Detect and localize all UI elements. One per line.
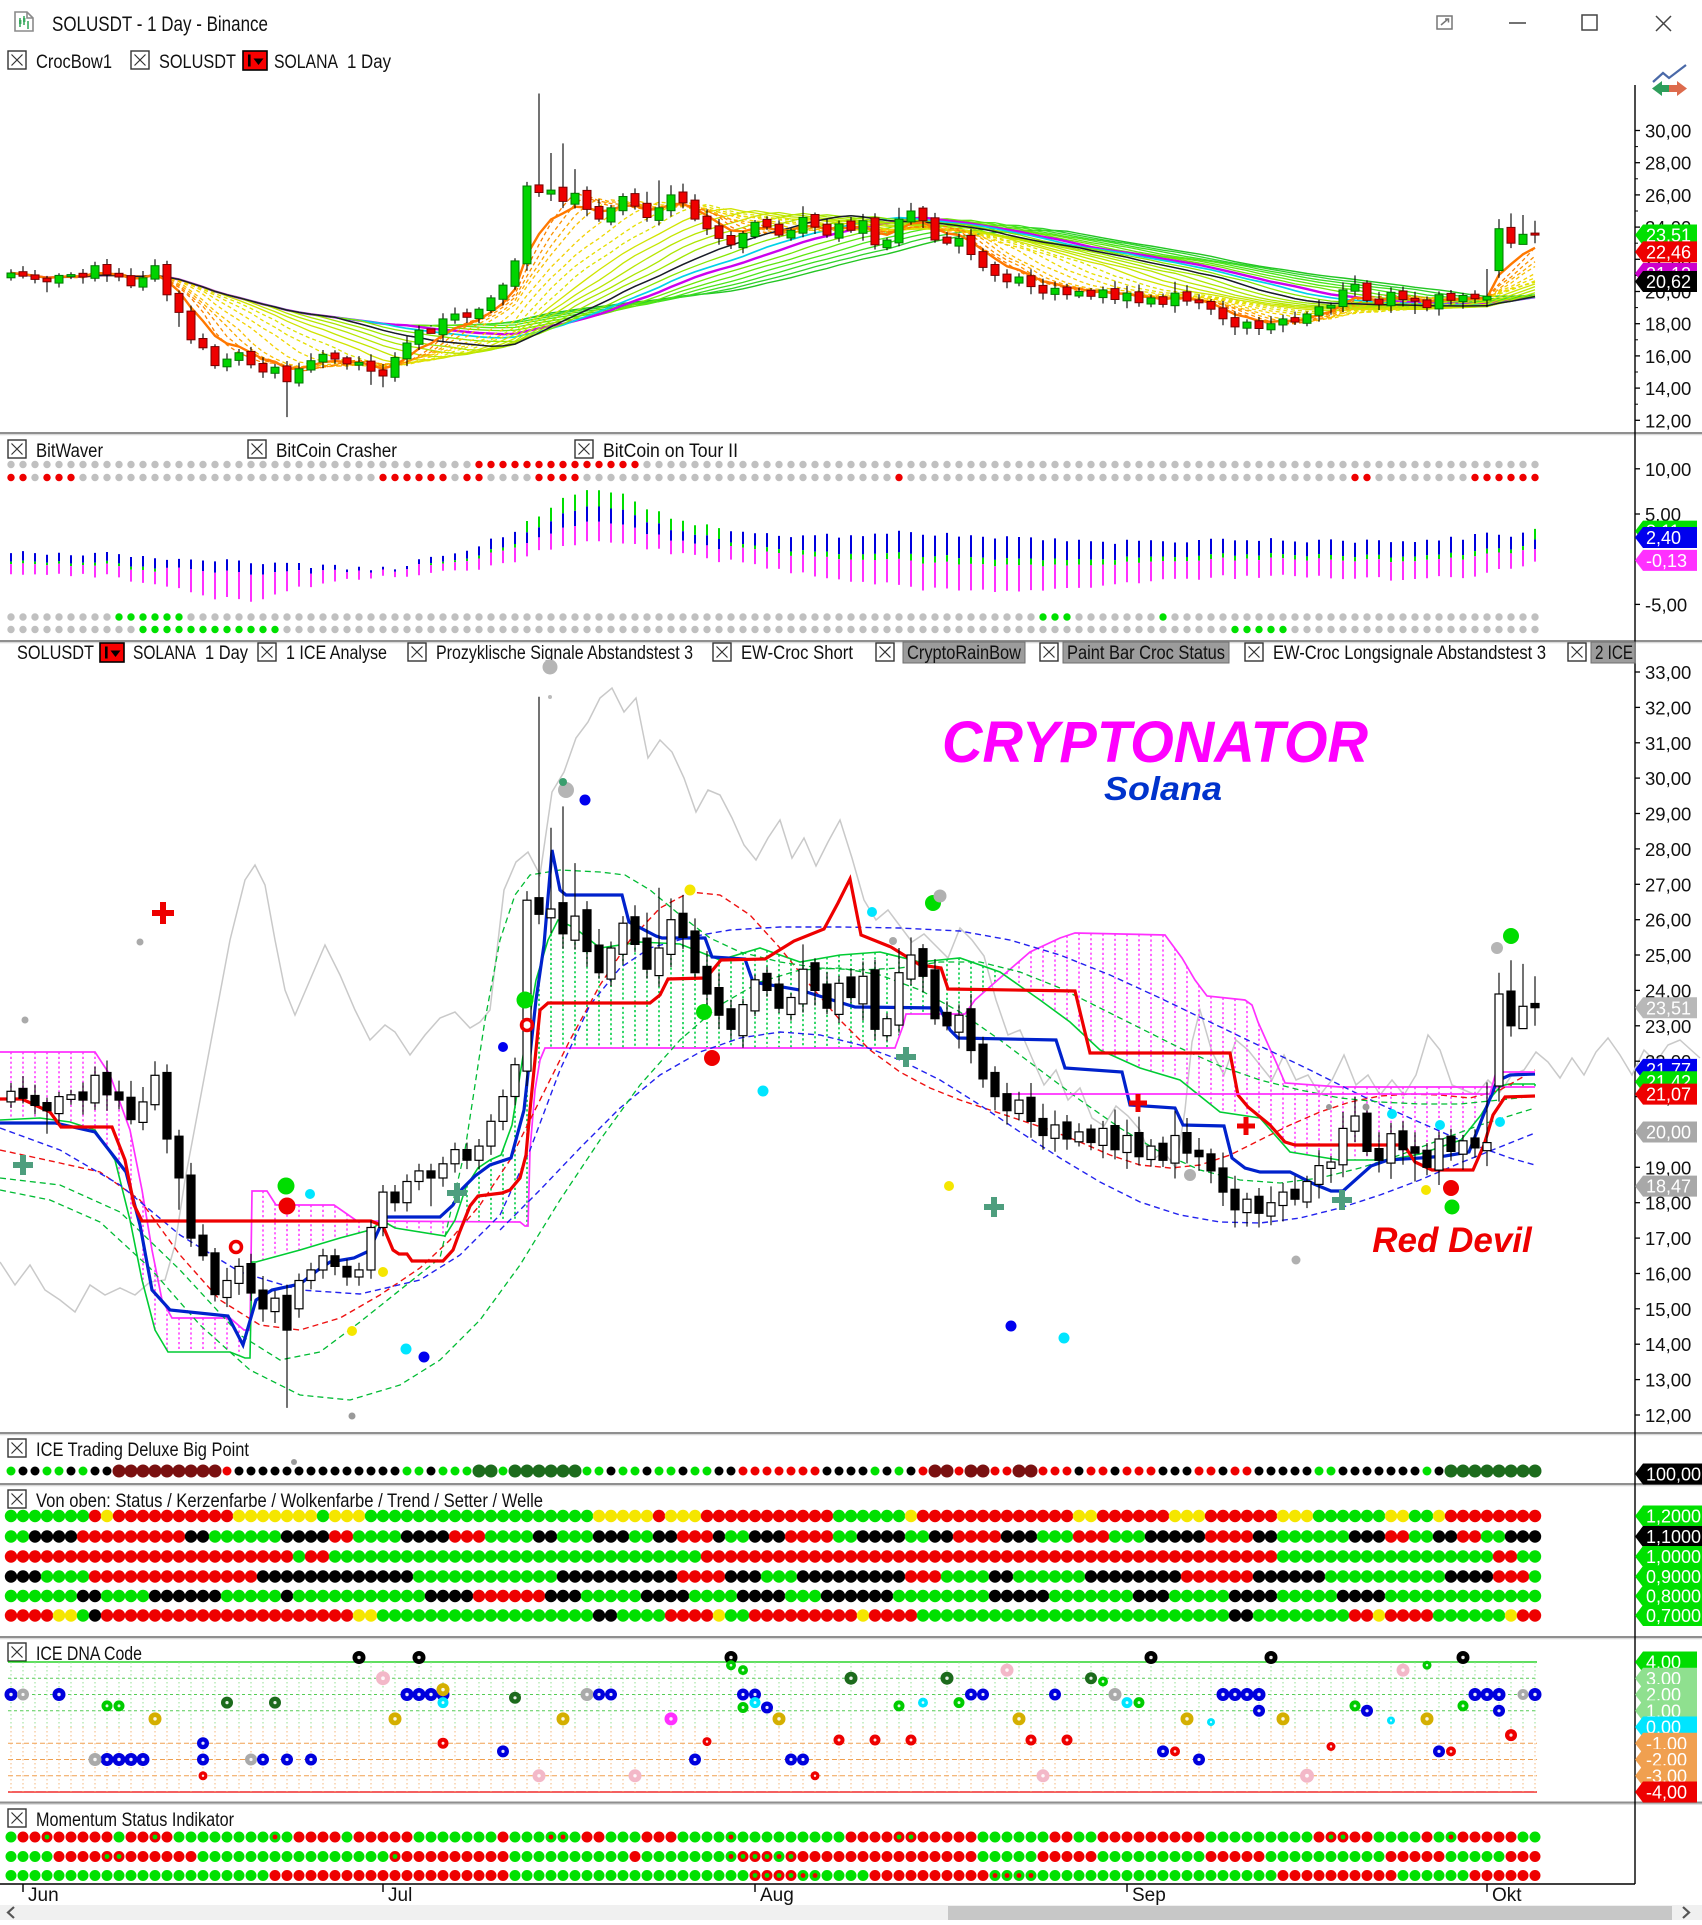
svg-text:15,00: 15,00 [1645,1299,1691,1320]
svg-text:21,07: 21,07 [1646,1085,1691,1105]
svg-text:Aug: Aug [760,1885,794,1906]
svg-text:27,00: 27,00 [1645,874,1691,895]
svg-text:EW-Croc Longsignale Abstandste: EW-Croc Longsignale Abstandstest 3 [1273,643,1546,664]
svg-text:28,00: 28,00 [1645,839,1691,860]
svg-text:25,00: 25,00 [1645,945,1691,966]
svg-text:18,47: 18,47 [1646,1177,1691,1197]
svg-text:20,00: 20,00 [1646,1122,1691,1142]
svg-text:SOLANA: SOLANA [133,643,196,664]
svg-text:ICE DNA Code: ICE DNA Code [36,1644,142,1665]
svg-text:-2,00: -2,00 [1646,1750,1687,1770]
svg-text:10,00: 10,00 [1645,459,1691,480]
svg-text:SOLUSDT: SOLUSDT [17,643,94,664]
svg-text:CRYPTONATOR: CRYPTONATOR [942,710,1368,775]
svg-text:1 Day: 1 Day [205,643,248,664]
svg-text:12,00: 12,00 [1645,410,1691,431]
svg-text:BitCoin on Tour II: BitCoin on Tour II [603,441,738,462]
svg-text:26,00: 26,00 [1645,185,1691,206]
svg-text:0,9000: 0,9000 [1646,1567,1701,1587]
svg-text:Red Devil: Red Devil [1372,1221,1533,1260]
svg-text:16,00: 16,00 [1645,346,1691,367]
svg-text:Prozyklische Signale Abstandst: Prozyklische Signale Abstandstest 3 [436,643,693,664]
svg-text:-4,00: -4,00 [1646,1783,1687,1803]
svg-text:BitCoin Crasher: BitCoin Crasher [276,441,398,462]
svg-text:20,62: 20,62 [1646,272,1691,292]
svg-text:-3,00: -3,00 [1646,1766,1687,1786]
svg-text:Jun: Jun [28,1885,59,1906]
svg-text:1,00: 1,00 [1646,1701,1681,1721]
svg-text:28,00: 28,00 [1645,153,1691,174]
svg-text:Solana: Solana [1104,770,1222,807]
svg-text:CrocBow1: CrocBow1 [36,52,112,73]
svg-text:2,40: 2,40 [1646,528,1681,548]
svg-text:1,1000: 1,1000 [1646,1527,1701,1547]
svg-text:1,0000: 1,0000 [1646,1547,1701,1567]
svg-text:SOLUSDT - 1 Day - Binance: SOLUSDT - 1 Day - Binance [52,13,268,36]
svg-text:-5,00: -5,00 [1645,594,1687,615]
svg-text:2,00: 2,00 [1646,1685,1681,1705]
svg-text:18,00: 18,00 [1645,1193,1691,1214]
svg-text:23,51: 23,51 [1646,225,1691,245]
svg-text:0,8000: 0,8000 [1646,1587,1701,1607]
svg-text:100,00: 100,00 [1646,1465,1701,1485]
svg-text:Momentum Status Indikator: Momentum Status Indikator [36,1810,235,1831]
svg-text:Okt: Okt [1492,1885,1522,1906]
svg-text:30,00: 30,00 [1645,121,1691,142]
svg-text:33,00: 33,00 [1645,662,1691,683]
svg-text:24,00: 24,00 [1645,980,1691,1001]
svg-text:EW-Croc Short: EW-Croc Short [741,643,854,664]
svg-text:5,00: 5,00 [1645,504,1681,525]
svg-text:2 ICE: 2 ICE [1595,643,1633,664]
svg-text:32,00: 32,00 [1645,697,1691,718]
svg-text:0,00: 0,00 [1646,1718,1681,1738]
svg-text:14,00: 14,00 [1645,1334,1691,1355]
svg-text:14,00: 14,00 [1645,378,1691,399]
svg-text:13,00: 13,00 [1645,1370,1691,1391]
svg-text:Paint Bar Croc Status: Paint Bar Croc Status [1067,643,1225,664]
svg-text:1,2000: 1,2000 [1646,1507,1701,1527]
svg-text:SOLUSDT: SOLUSDT [159,52,236,73]
svg-text:30,00: 30,00 [1645,768,1691,789]
svg-text:19,00: 19,00 [1645,1157,1691,1178]
svg-text:SOLANA: SOLANA [274,52,338,73]
svg-text:ICE Trading Deluxe Big Point: ICE Trading Deluxe Big Point [36,1440,250,1461]
svg-text:CryptoRainBow: CryptoRainBow [907,643,1021,664]
svg-text:1 ICE Analyse: 1 ICE Analyse [286,643,387,664]
svg-text:22,46: 22,46 [1646,242,1691,262]
svg-text:1 Day: 1 Day [347,52,391,73]
svg-text:Jul: Jul [388,1885,412,1906]
svg-text:23,51: 23,51 [1646,998,1691,1018]
svg-text:-1,00: -1,00 [1646,1734,1687,1754]
svg-text:29,00: 29,00 [1645,804,1691,825]
svg-text:31,00: 31,00 [1645,733,1691,754]
svg-text:16,00: 16,00 [1645,1264,1691,1285]
svg-text:BitWaver: BitWaver [36,441,104,462]
svg-text:-0,13: -0,13 [1646,551,1687,571]
svg-text:3,00: 3,00 [1646,1669,1681,1689]
svg-text:4,00: 4,00 [1646,1653,1681,1673]
svg-text:12,00: 12,00 [1645,1405,1691,1426]
svg-text:Von oben: Status / Kerzenfarbe: Von oben: Status / Kerzenfarbe / Wolkenf… [36,1491,543,1512]
svg-text:Sep: Sep [1132,1885,1166,1906]
svg-text:23,00: 23,00 [1645,1016,1691,1037]
svg-text:0,7000: 0,7000 [1646,1606,1701,1626]
svg-text:17,00: 17,00 [1645,1228,1691,1249]
svg-text:18,00: 18,00 [1645,314,1691,335]
svg-text:26,00: 26,00 [1645,910,1691,931]
